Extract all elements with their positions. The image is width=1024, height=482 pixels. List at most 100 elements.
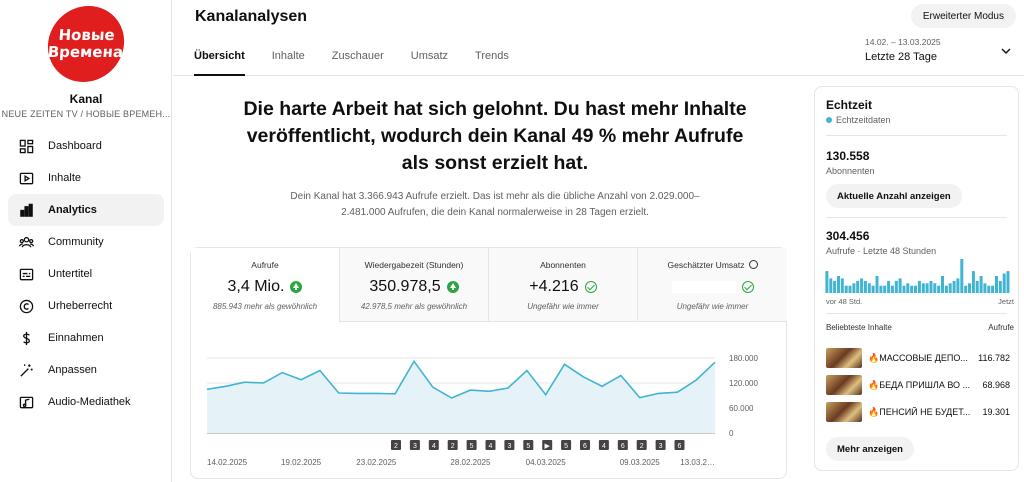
video-thumbnail [826,348,862,368]
page-title: Kanalanalysen [195,8,308,25]
video-title: БЕДА ПРИШЛА ВО ... [879,379,971,390]
bars-start-label: vor 48 Std. [826,297,863,306]
sidebar-item-copyright[interactable]: Urheberrecht [8,290,164,322]
sidebar-item-analytics[interactable]: Analytics [8,194,164,226]
upload-marker [542,440,553,450]
sidebar-item-community[interactable]: Community [8,226,164,258]
hourly-bar [948,283,952,293]
logo-line2: Времена [47,43,124,61]
metric-label: Wiedergabezeit (Stunden) [364,260,464,270]
sidebar-item-dashboard[interactable]: Dashboard [8,130,164,162]
hourly-bar [848,285,852,293]
hourly-bar [898,278,902,293]
y-tick-label: 120.000 [729,379,758,388]
upload-marker [655,440,666,450]
metric-watch-time[interactable]: Wiedergabezeit (Stunden) 350.978,5 42.97… [340,248,489,322]
hourly-bar [867,283,871,293]
upload-marker-count: 2 [640,443,644,450]
video-title: ПЕНСИЙ НЕ БУДЕТ... [879,406,971,417]
hourly-bar [894,280,898,293]
upload-marker-count: 6 [583,443,587,450]
hourly-bar [829,278,833,293]
upload-marker-count: 3 [507,443,511,450]
hourly-bar [856,280,860,293]
hourly-bar [837,276,840,293]
hourly-bar [941,276,944,293]
advanced-mode-button[interactable]: Erweiterter Modus [910,4,1016,28]
hourly-bar [902,285,906,293]
realtime-title: Echtzeit [826,98,873,112]
hourly-bar [925,283,929,293]
top-content-row[interactable]: 🔥ПЕНСИЙ НЕ БУДЕТ... 19.301 [826,401,1010,423]
upload-marker [580,440,590,450]
views-chart[interactable]: 180.000 120.000 60.000 0 2 3 4 2 5 4 3 5 ▶ 5 6 4 6 2 3 6 14.… [191,338,788,478]
date-range-dates: 14.02. – 13.03.2025 [865,37,941,47]
x-tick-label: 13.03.2… [680,458,715,467]
tab-trends[interactable]: Trends [475,50,509,62]
tab-content[interactable]: Inhalte [271,50,305,62]
subscriber-count: 130.558 [826,149,870,163]
hourly-bar [875,276,879,293]
hourly-bar [1002,273,1006,293]
top-content-row[interactable]: 🔥БЕДА ПРИШЛА ВО ... 68.968 [826,374,1010,396]
check-circle-icon [584,281,597,293]
upload-marker [428,440,439,450]
hourly-bar [933,283,937,293]
upload-marker-count: 5 [564,443,568,450]
chevron-down-icon[interactable] [1000,45,1012,57]
show-more-button[interactable]: Mehr anzeigen [826,437,914,461]
hourly-bar [840,278,844,293]
metric-label: Abonnenten [540,260,586,270]
sidebar-item-content[interactable]: Inhalte [8,162,164,194]
show-exact-count-button[interactable]: Aktuelle Anzahl anzeigen [826,184,962,208]
hourly-views-bars[interactable] [825,257,1010,293]
top-content-row[interactable]: 🔥МАССОВЫЕ ДЕПО... 116.782 [826,347,1010,369]
hourly-bar [975,280,979,293]
content-icon [18,170,34,186]
metric-value: 350.978,5 [369,278,441,295]
sidebar-item-label: Dashboard [48,140,102,152]
hourly-bar [952,280,956,293]
sidebar-item-label: Community [48,236,104,248]
date-range-selector[interactable]: 14.02. – 13.03.2025 Letzte 28 Tage [865,37,941,63]
hourly-bar [937,285,941,293]
video-title: МАССОВЫЕ ДЕПО... [879,352,968,363]
hourly-bar [833,280,837,293]
hourly-bar [979,276,983,293]
sidebar-item-audio-library[interactable]: Audio-Mediathek [8,386,164,418]
channel-name: NEUE ZEITEN TV / НОВЫЕ ВРЕМЕН... [1,109,171,119]
bars-end-label: Jetzt [998,297,1014,306]
metric-subscribers[interactable]: Abonnenten +4.216 Ungefähr wie immer [489,248,638,322]
upload-marker-count: 6 [621,443,625,450]
views-line [206,359,716,399]
upload-marker-count: 2 [394,443,398,450]
tab-revenue[interactable]: Umsatz [410,50,449,62]
sidebar-item-earn[interactable]: Einnahmen [8,322,164,354]
video-thumbnail [826,375,862,395]
sidebar-item-label: Analytics [48,204,97,216]
sidebar-item-label: Untertitel [48,268,93,280]
metric-revenue[interactable]: Geschätzter Umsatz Ungefähr wie immer [638,248,787,322]
tab-overview[interactable]: Übersicht [194,50,245,76]
tab-audience[interactable]: Zuschauer [331,50,384,62]
x-tick-label: 04.03.2025 [526,458,567,467]
metric-value: 3,4 Mio. [227,278,285,295]
realtime-views-label: Aufrufe · Letzte 48 Stunden [826,246,937,256]
y-tick-label: 0 [729,429,734,438]
realtime-panel: Echtzeit Echtzeitdaten 130.558 Abonnente… [814,86,1019,471]
hourly-bar [991,285,995,293]
sidebar-item-subtitles[interactable]: Untertitel [8,258,164,290]
hourly-bar [883,285,887,293]
hourly-bar [871,285,875,293]
metric-label: Geschätzter Umsatz [667,260,745,270]
arrow-up-icon [446,281,459,293]
channel-avatar[interactable]: Новые Времена [45,6,127,82]
fire-emoji-icon: 🔥 [868,379,880,390]
hourly-bar [844,285,848,293]
realtime-live-indicator: Echtzeitdaten [826,115,891,125]
subscriber-label: Abonnenten [826,166,875,176]
sidebar-item-customize[interactable]: Anpassen [8,354,164,386]
sidebar-item-label: Audio-Mediathek [48,396,131,408]
metric-views[interactable]: Aufrufe 3,4 Mio. 885.943 mehr als gewöhn… [191,248,340,322]
